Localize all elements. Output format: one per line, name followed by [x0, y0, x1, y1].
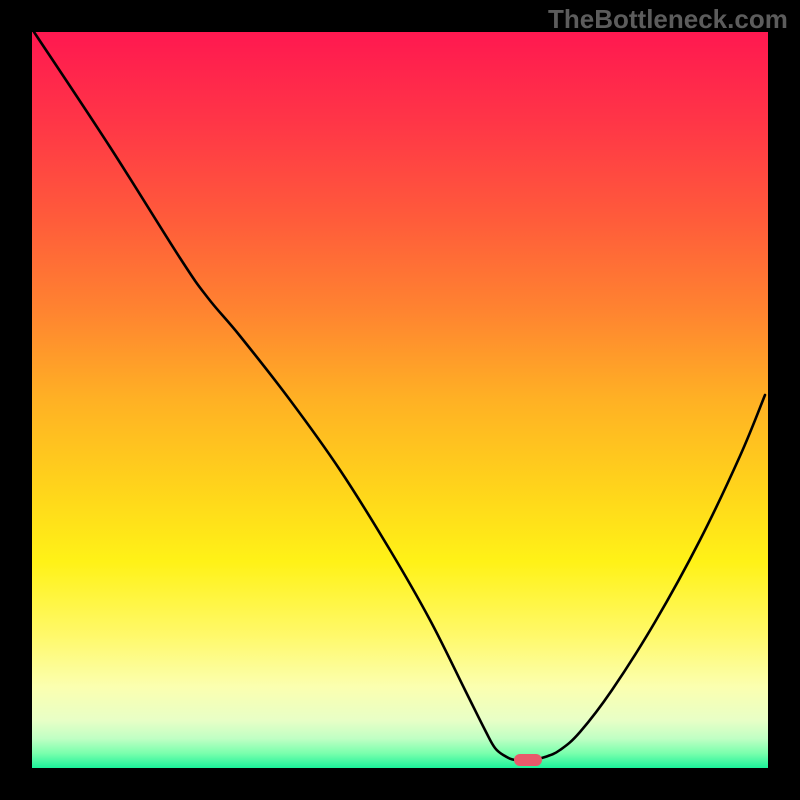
plot-area — [32, 32, 768, 768]
minimum-marker — [32, 32, 768, 768]
chart-frame: TheBottleneck.com — [0, 0, 800, 800]
watermark-text: TheBottleneck.com — [548, 4, 788, 35]
